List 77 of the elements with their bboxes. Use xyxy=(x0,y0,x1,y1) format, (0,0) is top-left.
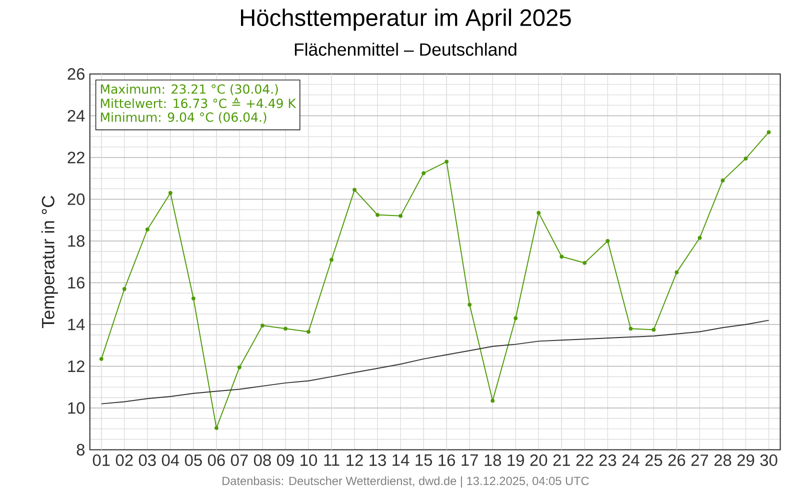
x-tick-label: 02 xyxy=(116,454,133,466)
text: Datenbasis: Deutscher Wetterdienst, dwd.de | 13.12.2025, 04:05 UTC xyxy=(222,476,589,488)
point xyxy=(444,160,449,164)
y-tick-label: 16 xyxy=(68,276,84,288)
y-tick-label: 24 xyxy=(68,110,85,122)
y-tick-label: 18 xyxy=(68,235,85,247)
point xyxy=(674,270,679,274)
y-tick-label: 20 xyxy=(68,193,85,205)
x-tick-label: 06 xyxy=(208,454,225,466)
point xyxy=(330,258,334,262)
point xyxy=(698,236,702,240)
point xyxy=(191,296,196,300)
point xyxy=(606,238,610,243)
x-tick-label: 22 xyxy=(576,454,593,466)
x-tick-label: 12 xyxy=(346,454,363,466)
annotation: Maximum: 23.21 °C (30.04.) xyxy=(100,84,278,96)
point xyxy=(766,130,771,134)
point xyxy=(376,212,380,217)
x-tick-label: 28 xyxy=(714,454,732,466)
x-tick-label: 09 xyxy=(276,454,294,466)
point xyxy=(238,365,242,370)
x-tick-label: 10 xyxy=(300,454,317,466)
x-tick-label: 23 xyxy=(599,454,616,466)
point xyxy=(536,210,541,215)
y-tick-label: 26 xyxy=(68,68,84,80)
point xyxy=(306,330,310,334)
x-tick-label: 03 xyxy=(138,454,156,466)
point xyxy=(284,326,288,331)
point xyxy=(260,324,264,328)
x-tick-label: 05 xyxy=(184,454,202,466)
y-axis-title: Temperatur in °C xyxy=(41,196,58,328)
point xyxy=(468,302,472,307)
point xyxy=(744,156,748,160)
chart-title: Höchsttemperatur im April 2025 xyxy=(241,8,571,31)
x-tick-label: 21 xyxy=(553,454,570,466)
point xyxy=(398,214,402,218)
x-tick-label: 30 xyxy=(760,454,778,466)
y-tick-label: 14 xyxy=(68,318,85,330)
point xyxy=(99,356,104,361)
point xyxy=(514,316,518,320)
x-tick-label: 07 xyxy=(230,454,248,466)
y-tick-label: 12 xyxy=(68,360,84,372)
x-tick-label: 01 xyxy=(92,454,110,466)
x-tick-label: 26 xyxy=(668,454,686,466)
point xyxy=(652,328,656,332)
x-tick-label: 24 xyxy=(622,454,640,466)
point xyxy=(122,286,126,291)
point xyxy=(352,188,356,192)
point xyxy=(560,254,564,259)
x-tick-label: 11 xyxy=(324,454,340,466)
point xyxy=(422,171,426,176)
x-tick-label: 04 xyxy=(162,454,180,466)
point xyxy=(490,398,495,403)
point xyxy=(145,227,150,232)
x-tick-label: 14 xyxy=(392,454,410,466)
point xyxy=(720,178,725,182)
point xyxy=(214,426,218,430)
point xyxy=(628,326,633,331)
x-tick-label: 27 xyxy=(691,454,708,466)
x-tick-label: 08 xyxy=(254,454,271,466)
annotation: Minimum: 9.04 °C (06.04.) xyxy=(100,112,266,124)
x-tick-label: 13 xyxy=(370,454,386,466)
chart-subtitle: Flächenmittel – Deutschland xyxy=(294,42,516,56)
x-tick-label: 18 xyxy=(484,454,502,466)
x-tick-label: 19 xyxy=(508,454,524,466)
x-tick-label: 17 xyxy=(462,454,478,466)
y-tick-label: 22 xyxy=(68,152,84,164)
x-tick-label: 29 xyxy=(737,454,754,466)
x-tick-label: 20 xyxy=(530,454,548,466)
x-tick-label: 16 xyxy=(438,454,455,466)
point xyxy=(582,260,587,265)
x-tick-label: 25 xyxy=(645,454,662,466)
y-tick-label: 10 xyxy=(68,402,85,414)
y-tick-label: 8 xyxy=(76,444,85,456)
point xyxy=(168,190,172,195)
annotation: Mittelwert: 16.73 °C ≙ +4.49 K xyxy=(100,98,296,108)
x-tick-label: 15 xyxy=(416,454,432,466)
